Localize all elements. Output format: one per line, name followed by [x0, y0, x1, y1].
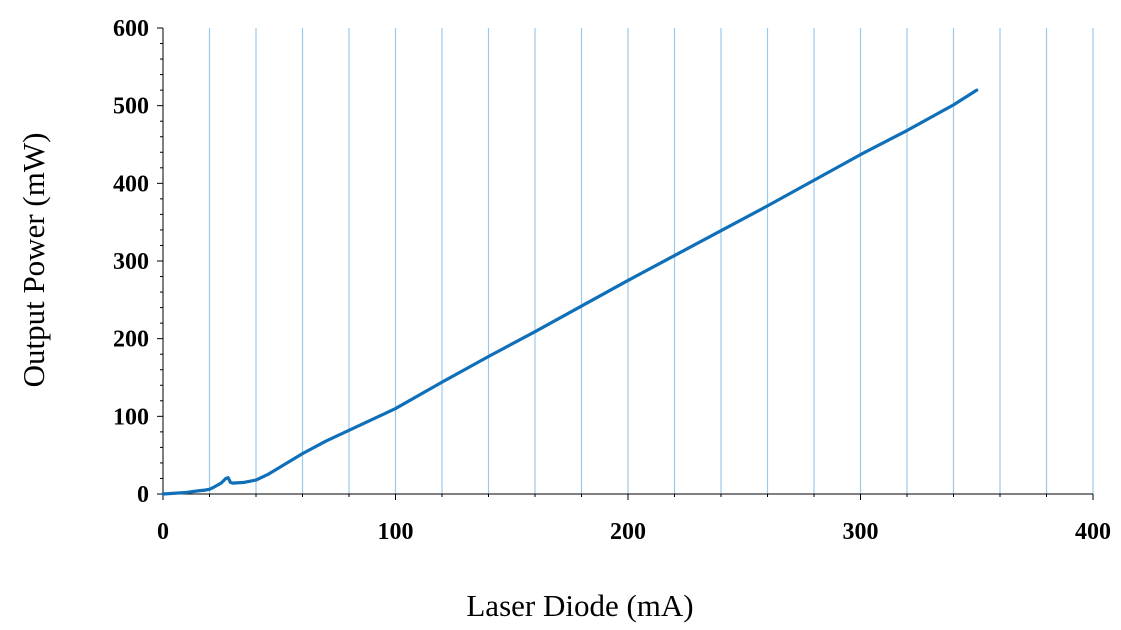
- x-tick-label: 400: [1075, 519, 1111, 545]
- y-axis-label: Output Power (mW): [16, 133, 51, 388]
- series-layer: [161, 88, 979, 496]
- x-tick-label: 300: [843, 519, 879, 545]
- labels: 0 100 200 300 400 0 100 200 300 400 500 600 Laser Di…: [16, 16, 1111, 623]
- vertical-grid: [208, 28, 1094, 494]
- y-tick-label: 500: [113, 94, 149, 120]
- series-line-1: [161, 88, 979, 496]
- y-tick-label: 200: [113, 327, 149, 353]
- y-tick-label: 0: [137, 482, 149, 508]
- x-tick-label: 100: [378, 519, 414, 545]
- y-tick-label: 100: [113, 404, 149, 430]
- x-tick-label: 200: [610, 519, 646, 545]
- x-axis-label: Laser Diode (mA): [466, 588, 693, 623]
- ticks: [157, 27, 1094, 500]
- y-tick-label: 600: [113, 16, 149, 42]
- y-tick-label: 300: [113, 249, 149, 275]
- x-tick-label: 0: [157, 519, 169, 545]
- y-tick-label: 400: [113, 171, 149, 197]
